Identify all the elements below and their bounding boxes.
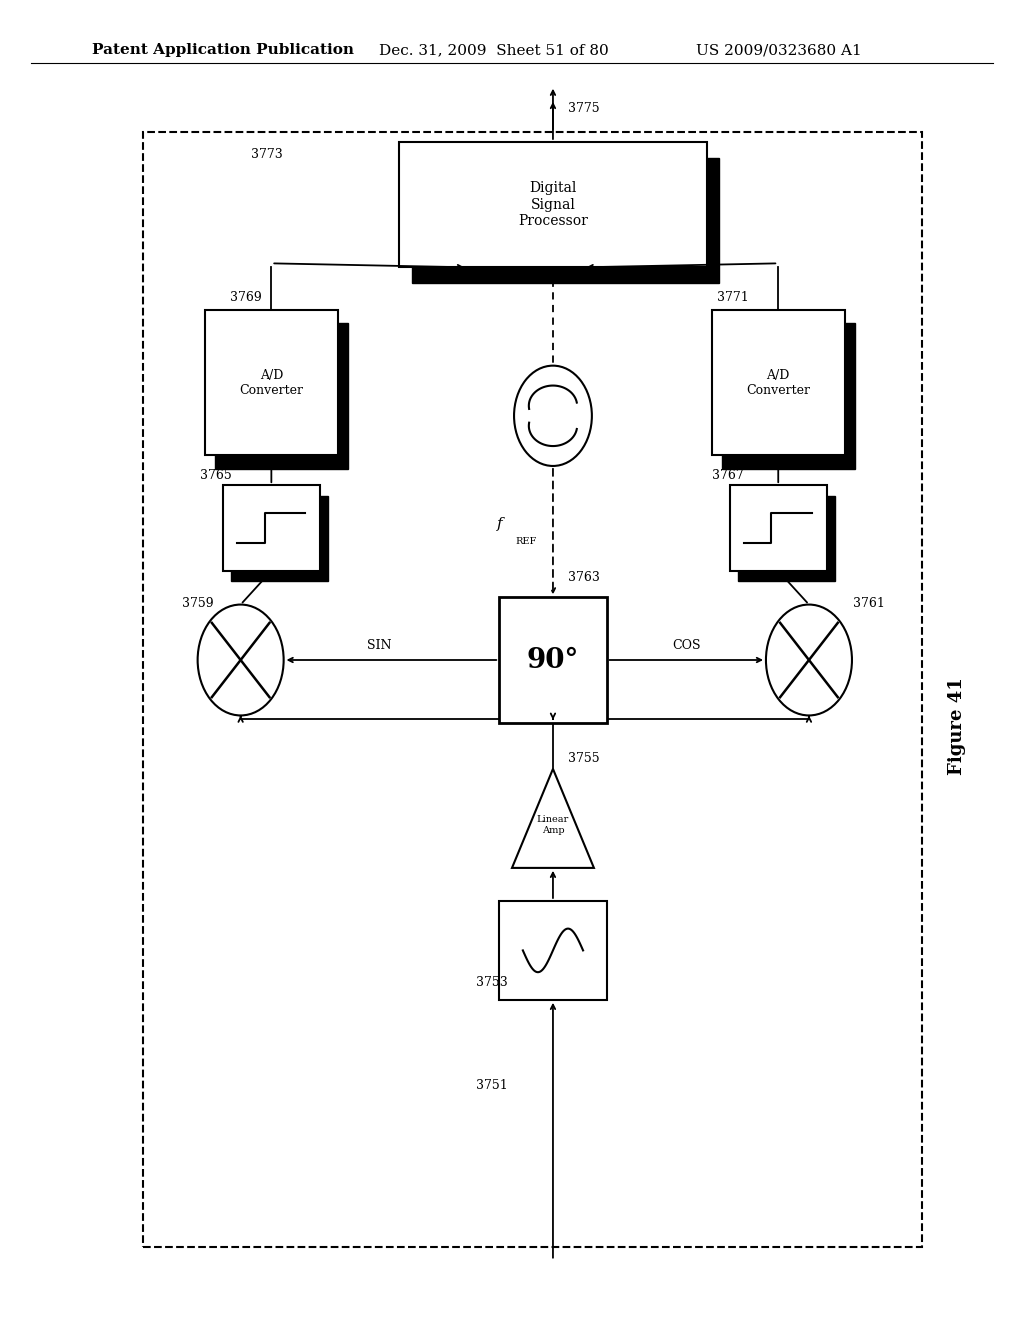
- Text: Linear
Amp: Linear Amp: [537, 816, 569, 834]
- Bar: [500, 900, 606, 1001]
- Text: Patent Application Publication: Patent Application Publication: [92, 44, 354, 57]
- Text: A/D
Converter: A/D Converter: [746, 368, 810, 397]
- Text: 3773: 3773: [251, 148, 283, 161]
- Bar: [500, 597, 606, 722]
- Text: REF: REF: [515, 537, 537, 546]
- Bar: [737, 495, 836, 581]
- Bar: [223, 484, 319, 570]
- Text: Digital
Signal
Processor: Digital Signal Processor: [518, 181, 588, 228]
- Bar: [729, 484, 827, 570]
- Text: SIN: SIN: [367, 639, 391, 652]
- Text: 3755: 3755: [568, 751, 600, 764]
- Text: 3775: 3775: [568, 102, 600, 115]
- Text: 90°: 90°: [526, 647, 580, 673]
- Text: Figure 41: Figure 41: [948, 677, 967, 775]
- Text: 3759: 3759: [182, 597, 214, 610]
- Text: 3767: 3767: [712, 469, 743, 482]
- Circle shape: [766, 605, 852, 715]
- Bar: [722, 323, 855, 469]
- Text: US 2009/0323680 A1: US 2009/0323680 A1: [696, 44, 862, 57]
- Text: A/D
Converter: A/D Converter: [240, 368, 303, 397]
- Text: 3769: 3769: [230, 290, 262, 304]
- Text: 3763: 3763: [568, 570, 600, 583]
- Circle shape: [198, 605, 284, 715]
- Bar: [399, 143, 707, 267]
- Text: 3751: 3751: [476, 1078, 508, 1092]
- Bar: [143, 132, 922, 1247]
- Text: Dec. 31, 2009  Sheet 51 of 80: Dec. 31, 2009 Sheet 51 of 80: [379, 44, 608, 57]
- Text: f: f: [497, 517, 502, 531]
- Bar: [412, 158, 719, 284]
- Circle shape: [514, 366, 592, 466]
- Text: COS: COS: [672, 639, 700, 652]
- Text: 3765: 3765: [200, 469, 231, 482]
- Bar: [231, 495, 328, 581]
- Text: 3753: 3753: [476, 975, 508, 989]
- Text: 3761: 3761: [853, 597, 885, 610]
- Text: 3771: 3771: [717, 290, 749, 304]
- Bar: [712, 310, 845, 455]
- Bar: [215, 323, 348, 469]
- Bar: [205, 310, 338, 455]
